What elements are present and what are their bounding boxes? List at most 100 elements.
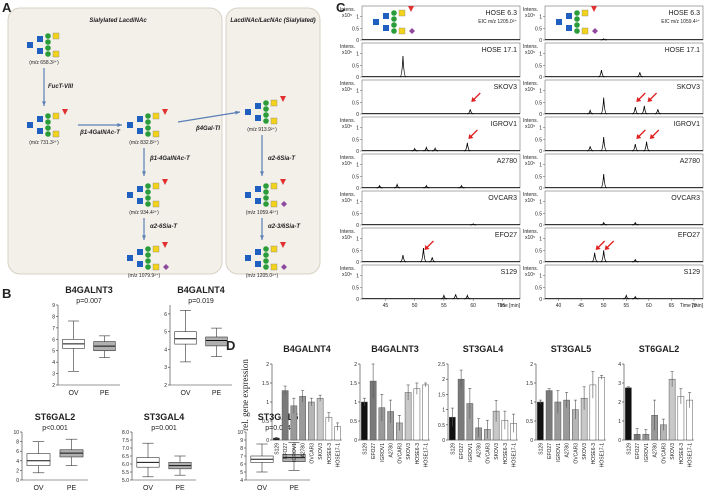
glycan-circle [263,252,269,258]
bar [361,401,368,441]
y-tick-label: 1.5 [262,381,269,387]
y-tick-label: 0.5 [535,174,542,180]
y-tick-label: 1 [356,200,359,206]
glycan-square [581,27,589,35]
eic-label: EIC m/z 1205.0²⁺ [478,19,517,25]
y-tick-label: 4 [52,360,55,366]
glycan-square [373,19,379,25]
glycan-square [52,32,60,40]
sample-label: A2780 [497,158,517,165]
bar [281,390,289,441]
glycan-circle [263,183,269,189]
glycan-circle [145,201,151,207]
y-tick-label: 0 [356,149,359,155]
category-label: IGROV1 [556,443,562,462]
peak [600,250,607,263]
category-label: HOSE17-1 [600,443,606,467]
arrow-head [604,245,610,250]
glycan-circle [145,252,151,258]
y-tick-label: 2 [354,362,357,368]
sample-label: A2780 [680,158,700,165]
y-scale: x10⁵ [342,13,352,19]
glycan-square [127,255,133,261]
peak [632,106,639,115]
peak [467,109,474,115]
category-label: SKOV3 [406,443,412,460]
peak [423,146,430,152]
y-tick-label: 3 [164,365,167,371]
plot-title: ST3GAL5 [258,412,299,422]
trace-frame [361,264,521,300]
p-value: p<0.001 [42,425,68,432]
y-tick-label: 6 [240,462,243,468]
trace-frame [544,264,704,300]
glycan-circle [263,100,269,106]
peak [440,294,447,300]
y-tick-label: 0.5 [535,137,542,143]
sample-label: HOSE 17.1 [665,47,701,54]
trace-frame [544,116,704,152]
chart-title: ST3GAL4 [463,344,504,354]
y-tick-label: 0 [618,438,621,444]
x-tick-label: 50 [412,303,418,309]
y-label: Intens. [340,118,355,124]
glycan-square [37,128,43,134]
peak [376,184,383,189]
eic-label: EIC m/z 1059.4²⁺ [661,19,700,25]
category-label: IGROV1 [644,443,650,462]
category-label: EFO27 [371,443,377,459]
glycan-square [137,249,143,255]
y-tick-label: 0 [442,438,445,444]
category-label: HOSE6-3 [591,443,597,465]
glycan-square [152,182,160,190]
glycan-square [383,13,389,19]
category-label: PE [212,390,222,397]
y-tick-label: 1 [539,52,542,58]
y-tick-label: 1 [356,52,359,58]
bar [537,401,544,441]
y-tick-label: 0 [539,38,542,44]
glycan-circle [574,10,580,16]
category-label: HOSE6-3 [327,443,333,465]
glycan-fucose [591,6,597,12]
y-tick-label: 0.5 [350,419,357,425]
glycan-square [566,25,572,31]
trace-frame [544,227,704,263]
category-label: S129 [274,443,280,455]
y-tick-label: 8 [240,446,243,452]
y-tick-label: 2 [442,377,445,383]
category-label: SKOV3 [494,443,500,460]
y-scale: x10⁵ [342,272,352,278]
category-label: OV [180,390,190,397]
trace-frame [361,116,521,152]
glycan-square [566,13,572,19]
y-tick-label: 0 [356,260,359,266]
y-tick-label: 1 [356,15,359,21]
glycan-fucose [280,242,286,248]
y-tick-label: 1.5 [350,381,357,387]
peak [654,109,661,115]
trace-frame [544,190,704,226]
category-label: HOSE17-1 [336,443,342,467]
y-tick-label: 10 [237,430,243,436]
y-scale: x10⁵ [342,50,352,56]
category-label: IGROV1 [380,443,386,462]
peak [458,184,465,189]
peak [632,143,639,152]
glycan-sialic [409,28,415,34]
x-label: Time [min] [680,303,704,309]
glycan-square [137,186,143,192]
category-label: EFO27 [635,443,641,459]
y-tick-label: 2 [164,383,167,389]
category-label: EFO27 [283,443,289,459]
glycan-square [52,50,60,58]
category-label: S129 [362,443,368,455]
bar [299,396,306,441]
trace-frame [361,190,521,226]
glycan-circle [145,189,151,195]
y-tick-label: 8.0 [122,430,129,436]
sample-label: HOSE 6.3 [668,10,700,17]
glycan-fucose [162,109,168,115]
y-tick-label: 0.5 [352,137,359,143]
